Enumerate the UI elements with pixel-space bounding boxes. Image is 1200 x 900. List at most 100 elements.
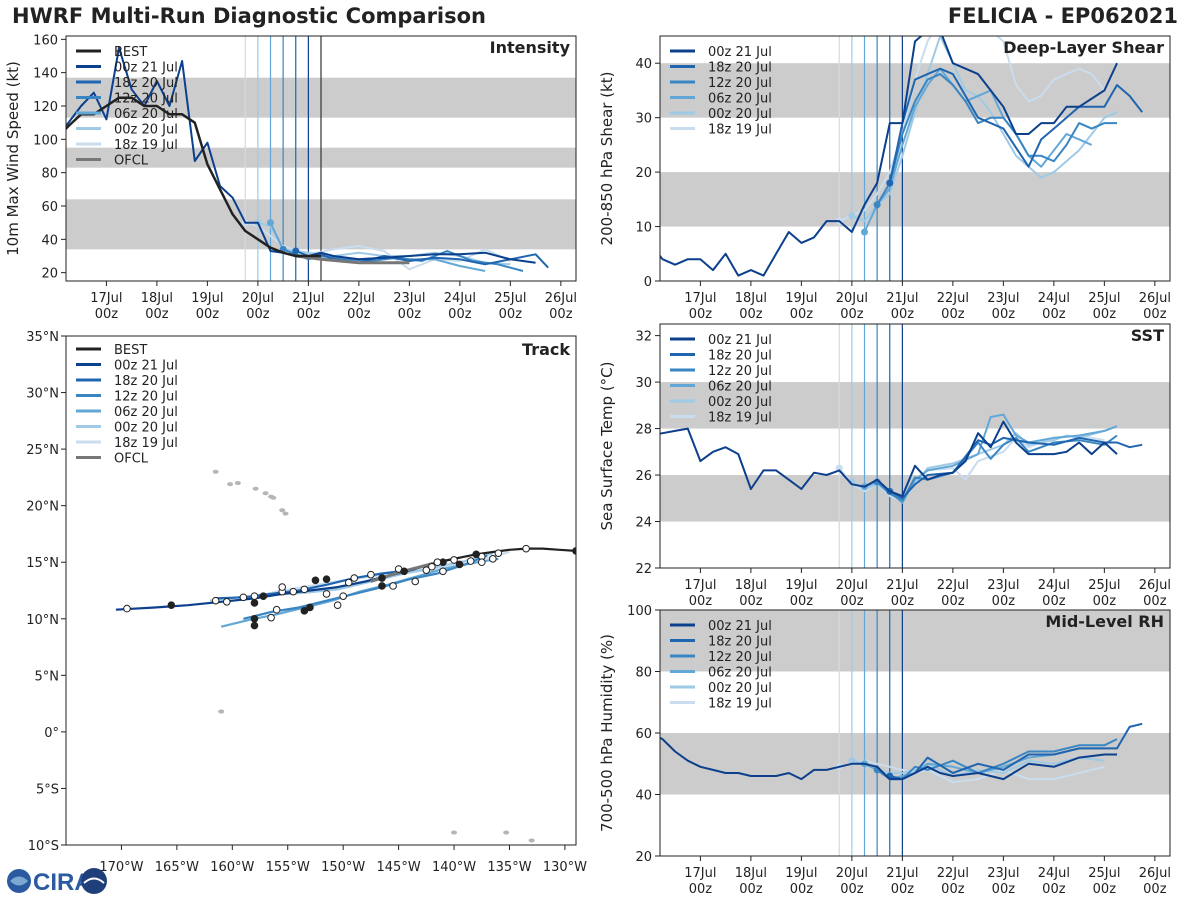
legend-entry: 18z 20 Jul <box>114 374 178 389</box>
x-tick-label: 00z <box>499 307 523 322</box>
legend-entry: 00z 21 Jul <box>114 61 178 76</box>
x-tick-label: 22Jul <box>937 291 969 306</box>
best-position-marker <box>472 550 481 559</box>
track-position-marker <box>439 567 447 576</box>
track-position-marker <box>278 583 286 591</box>
island-shape <box>234 481 241 486</box>
shear-panel: 01020304017Jul00z18Jul00z19Jul00z20Jul00… <box>598 35 1171 322</box>
x-tick-label: 00z <box>689 882 713 897</box>
logo-emblem-icon <box>81 868 107 894</box>
legend-entry: 00z 20 Jul <box>114 123 178 138</box>
x-tick-label: 150°W <box>321 860 365 875</box>
intensity-y-axis-label: 10m Max Wind Speed (kt) <box>4 61 22 256</box>
track-position-marker <box>344 578 353 587</box>
x-tick-label: 00z <box>790 307 814 322</box>
track-position-marker <box>322 575 331 583</box>
x-tick-label: 21Jul <box>886 578 918 593</box>
track-position-marker <box>250 592 259 600</box>
legend-entry: 12z 20 Jul <box>708 650 772 665</box>
y-tick-label: 28 <box>635 423 652 438</box>
legend-entry: 18z 20 Jul <box>708 635 772 650</box>
x-tick-label: 130°W <box>543 860 587 875</box>
x-tick-label: 00z <box>1143 882 1167 897</box>
y-tick-label: 24 <box>635 516 652 531</box>
track-position-marker <box>477 558 486 567</box>
x-tick-label: 20Jul <box>836 578 868 593</box>
sst-panel-title: SST <box>1131 326 1164 345</box>
rh-panel-title: Mid-Level RH <box>1045 612 1164 631</box>
x-tick-label: 00z <box>891 594 915 609</box>
track-position-marker <box>378 582 386 590</box>
x-tick-label: 24Jul <box>1038 578 1070 593</box>
intensity-panel: 2040608010012014016017Jul00z18Jul00z19Ju… <box>4 33 577 322</box>
series-start-point <box>848 757 856 765</box>
legend-entry: 00z 21 Jul <box>114 359 178 374</box>
x-tick-label: 00z <box>739 882 763 897</box>
track-position-marker <box>250 614 259 623</box>
x-tick-label: 18Jul <box>141 291 173 306</box>
legend-entry: 18z 20 Jul <box>708 349 772 364</box>
x-tick-label: 23Jul <box>987 291 1019 306</box>
x-tick-label: 00z <box>992 307 1016 322</box>
y-tick-label: 30 <box>635 376 652 391</box>
y-tick-label: 0 <box>644 275 652 290</box>
x-tick-label: 20Jul <box>242 291 274 306</box>
legend-entry: 12z 20 Jul <box>708 76 772 91</box>
legend-entry: 00z 20 Jul <box>708 107 772 122</box>
x-tick-label: 23Jul <box>987 866 1019 881</box>
series-start-point <box>861 228 869 236</box>
legend-entry: 00z 21 Jul <box>708 45 772 60</box>
shear-panel-title: Deep-Layer Shear <box>1003 38 1164 57</box>
x-tick-label: 26Jul <box>1139 291 1171 306</box>
legend-entry: 12z 20 Jul <box>114 92 178 107</box>
x-tick-label: 26Jul <box>1139 578 1171 593</box>
track-position-marker <box>272 605 281 614</box>
legend-entry: 12z 20 Jul <box>708 364 772 379</box>
storm-title: FELICIA - EP062021 <box>947 4 1178 28</box>
track-position-marker <box>239 593 248 602</box>
x-tick-label: 00z <box>840 594 864 609</box>
x-tick-label: 00z <box>145 307 169 322</box>
track-position-marker <box>259 592 268 600</box>
x-tick-label: 18Jul <box>735 866 767 881</box>
y-tick-label: 120 <box>33 100 58 115</box>
x-tick-label: 25Jul <box>1088 291 1120 306</box>
rh-panel: 2040608010017Jul00z18Jul00z19Jul00z20Jul… <box>598 604 1171 897</box>
y-tick-label: 40 <box>635 57 652 72</box>
shear-y-axis-label: 200-850 hPa Shear (kt) <box>598 72 616 246</box>
legend-entry: 18z 19 Jul <box>114 138 178 153</box>
intensity-panel-title: Intensity <box>490 38 571 57</box>
track-position-marker <box>466 557 475 565</box>
track-position-marker <box>250 621 259 630</box>
figure-title: HWRF Multi-Run Diagnostic Comparison <box>12 4 487 28</box>
x-tick-label: 00z <box>739 307 763 322</box>
ofcl-line <box>295 254 410 265</box>
track-line <box>243 554 488 620</box>
y-tick-label: 60 <box>635 727 652 742</box>
best-track-line <box>437 547 576 564</box>
island-shape <box>227 482 234 487</box>
series-line <box>851 36 1118 223</box>
y-tick-label: 40 <box>635 789 652 804</box>
y-tick-label: 10°N <box>26 613 59 628</box>
x-tick-label: 00z <box>1093 882 1117 897</box>
x-tick-label: 160°W <box>210 860 254 875</box>
island-shape <box>270 495 277 500</box>
track-position-marker <box>333 601 342 610</box>
sst-frame <box>659 323 1171 569</box>
x-tick-label: 00z <box>891 307 915 322</box>
x-tick-label: 19Jul <box>785 578 817 593</box>
x-tick-label: 00z <box>1093 594 1117 609</box>
x-tick-label: 00z <box>941 594 965 609</box>
island-shape <box>282 511 289 516</box>
y-tick-label: 30 <box>635 112 652 127</box>
x-tick-label: 17Jul <box>90 291 122 306</box>
intensity-plot-area <box>66 36 576 281</box>
island-shape <box>218 709 225 714</box>
x-tick-label: 22Jul <box>937 578 969 593</box>
x-tick-label: 135°W <box>487 860 531 875</box>
x-tick-label: 170°W <box>99 860 143 875</box>
